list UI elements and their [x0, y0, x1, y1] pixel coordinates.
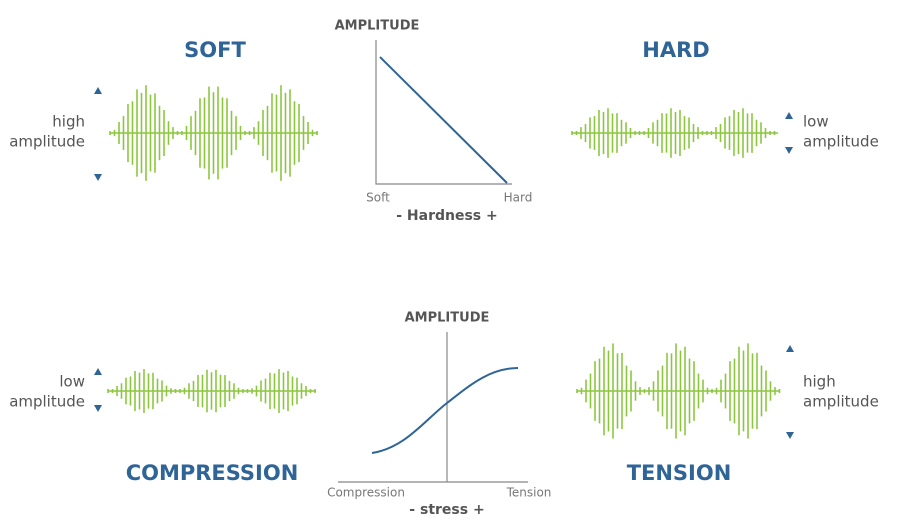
graph-axis [338, 332, 528, 483]
graph-y-label: AMPLITUDE [335, 19, 420, 34]
arrow-down [94, 174, 102, 181]
arrow-down [786, 432, 794, 439]
graph-y-label: AMPLITUDE [405, 311, 490, 326]
amplitude-label: amplitude [9, 393, 85, 411]
graph-axis [375, 40, 512, 185]
arrow-up [785, 112, 793, 119]
panel-title: HARD [642, 38, 709, 62]
panel-title: SOFT [184, 38, 246, 62]
arrow-up [94, 87, 102, 94]
amplitude-label: low [59, 373, 85, 391]
graph-x-end: Hard [504, 191, 533, 205]
arrow-up [94, 368, 102, 375]
waveform [107, 369, 316, 413]
graph-x-label: - stress + [409, 502, 484, 518]
waveform [571, 108, 778, 158]
panel-title: TENSION [627, 461, 732, 485]
graph-line [379, 56, 508, 184]
waveform [109, 85, 318, 181]
graph-x-start: Compression [327, 486, 405, 500]
arrow-down [94, 405, 102, 412]
amplitude-label: high [803, 373, 836, 391]
arrow-down [785, 147, 793, 154]
graph-x-end: Tension [506, 486, 552, 500]
arrow-up [786, 345, 794, 352]
panel-title: COMPRESSION [126, 461, 299, 485]
amplitude-label: low [803, 113, 829, 131]
amplitude-label: amplitude [803, 133, 879, 151]
amplitude-label: amplitude [803, 393, 879, 411]
amplitude-label: high [52, 113, 85, 131]
waveform [576, 343, 781, 439]
graph-x-label: - Hardness + [396, 208, 498, 224]
graph-curve [371, 367, 519, 454]
amplitude-label: amplitude [9, 133, 85, 151]
graph-x-start: Soft [366, 191, 390, 205]
